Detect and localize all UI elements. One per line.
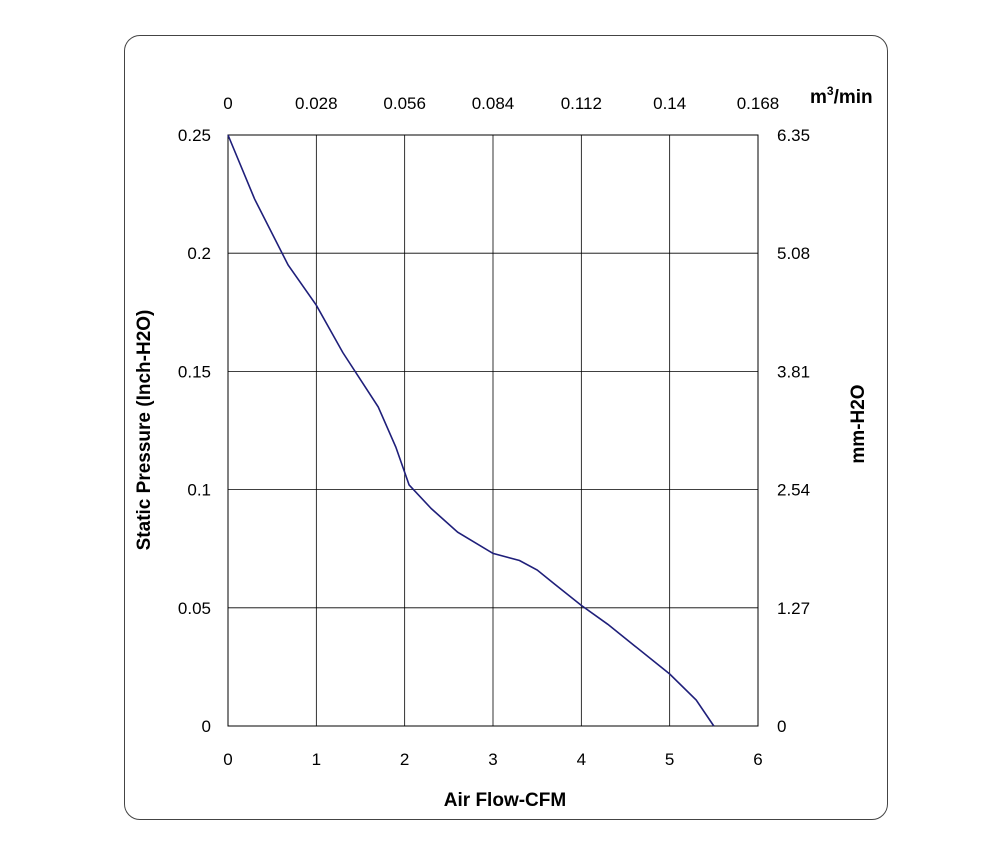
y2-tick-label: 2.54 (777, 481, 810, 500)
x-tick-label: 5 (665, 750, 674, 769)
x-tick-label: 0 (223, 750, 232, 769)
x2-tick-label: 0.084 (472, 94, 515, 113)
y2-tick-label: 1.27 (777, 599, 810, 618)
y-tick-label: 0.1 (187, 481, 211, 500)
chart-frame (124, 35, 888, 820)
y-tick-label: 0 (202, 717, 211, 736)
x-axis-title: Air Flow-CFM (444, 790, 566, 811)
x2-axis-title: m3/min (810, 84, 873, 108)
x-tick-label: 4 (577, 750, 586, 769)
x2-axis-title-sup: 3 (827, 84, 834, 98)
y2-tick-label: 0 (777, 717, 786, 736)
y-tick-label: 0.15 (178, 362, 211, 381)
x2-tick-label: 0.168 (737, 94, 780, 113)
tick-labels: 0 1 2 3 4 5 60 0.028 0.056 0.084 0.112 0.14 0.16800.… (178, 94, 810, 769)
x2-tick-label: 0.112 (561, 94, 602, 113)
x2-tick-label: 0 (223, 94, 232, 113)
y-tick-label: 0.25 (178, 126, 211, 145)
x2-tick-label: 0.14 (653, 94, 686, 113)
x2-tick-label: 0.056 (383, 94, 426, 113)
x2-axis-title-base: m (810, 87, 827, 108)
y2-axis-title: mm-H2O (848, 384, 869, 463)
x-tick-label: 1 (312, 750, 321, 769)
x2-axis-title-rest: /min (834, 87, 873, 108)
x-tick-label: 6 (753, 750, 762, 769)
y2-tick-label: 5.08 (777, 244, 810, 263)
x2-tick-label: 0.028 (295, 94, 338, 113)
y2-tick-label: 3.81 (777, 362, 810, 381)
y2-tick-label: 6.35 (777, 126, 810, 145)
series-line (227, 134, 715, 727)
x-tick-label: 3 (488, 750, 497, 769)
x-tick-label: 2 (400, 750, 409, 769)
y-tick-label: 0.05 (178, 599, 211, 618)
y-axis-title: Static Pressure (Inch-H2O) (134, 310, 155, 551)
grid-lines (228, 135, 758, 726)
y-tick-label: 0.2 (187, 244, 211, 263)
